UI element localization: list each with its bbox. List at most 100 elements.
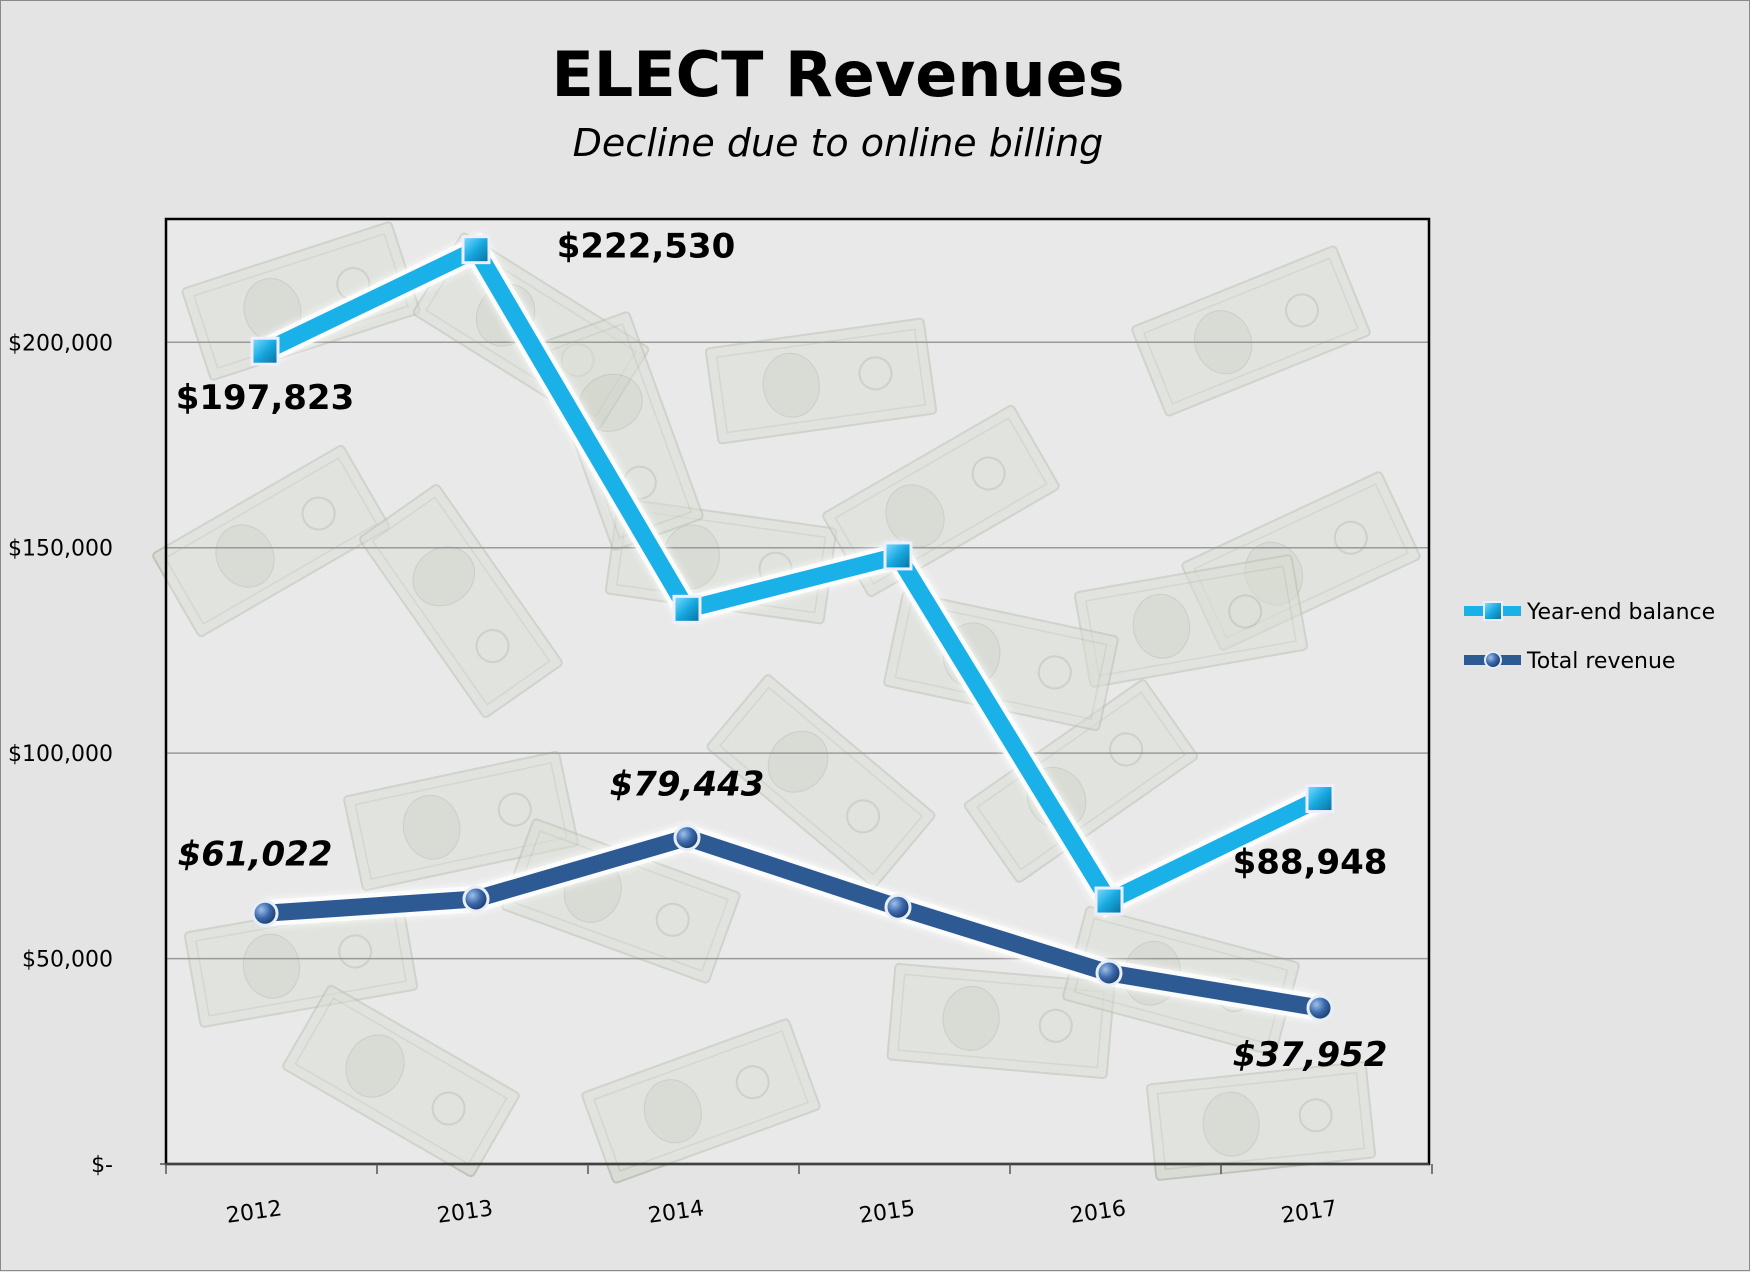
bill-border — [1156, 1071, 1366, 1171]
y-tick-label: $150,000 — [8, 537, 113, 562]
dollar-bill — [181, 221, 421, 381]
dollar-bill — [343, 750, 579, 892]
bill-portrait — [402, 794, 461, 860]
data-point — [462, 885, 490, 913]
bill-portrait — [1202, 1091, 1260, 1157]
bill-seal — [1109, 732, 1144, 767]
dollar-bill — [706, 674, 936, 888]
data-point — [1306, 994, 1334, 1022]
bill-body — [343, 750, 579, 892]
data-point — [461, 235, 491, 265]
x-tick-label: 2013 — [436, 1196, 495, 1229]
bill-body — [538, 311, 704, 551]
bill-border — [354, 762, 568, 880]
dollar-bill — [359, 483, 563, 719]
bill-body — [282, 984, 520, 1178]
data-point — [1305, 784, 1335, 814]
dollar-bill — [886, 962, 1116, 1080]
bill-seal — [735, 1065, 770, 1100]
y-tick-label: $200,000 — [8, 331, 113, 356]
x-tick-label: 2012 — [225, 1196, 284, 1229]
chart-title: ELECT Revenues — [551, 38, 1124, 111]
bill-seal — [655, 902, 690, 937]
series-line — [264, 828, 1322, 1017]
bill-portrait — [942, 985, 1000, 1051]
bill-portrait — [215, 524, 275, 588]
x-tick-label: 2016 — [1069, 1196, 1128, 1229]
data-point — [1095, 959, 1123, 987]
bill-seal — [846, 799, 881, 834]
legend: Year-end balance Total revenue — [1464, 600, 1715, 674]
y-tick-label: $- — [91, 1153, 113, 1178]
bill-seal — [1298, 1098, 1333, 1133]
dollar-bill — [704, 317, 938, 445]
data-label: $222,530 — [557, 227, 736, 267]
bill-fade — [166, 219, 1429, 1164]
bill-body — [963, 679, 1199, 883]
bill-portrait — [242, 933, 301, 999]
bill-seal — [338, 934, 373, 969]
bill-portrait — [762, 352, 820, 418]
gridlines — [166, 341, 1429, 960]
data-point — [250, 336, 280, 366]
legend-marker — [1483, 601, 1503, 621]
y-tick-label: $50,000 — [22, 948, 113, 973]
bill-body — [581, 1018, 821, 1184]
data-point — [251, 899, 279, 927]
bill-seal — [301, 496, 336, 531]
data-point — [673, 824, 701, 852]
x-tick-label: 2017 — [1280, 1196, 1339, 1229]
y-tick-label: $100,000 — [8, 742, 113, 767]
bill-portrait — [345, 1034, 405, 1098]
dollar-bill — [1145, 1061, 1377, 1181]
dollar-bill — [282, 984, 520, 1178]
bill-seal — [431, 1091, 466, 1126]
x-tick-label: 2014 — [647, 1196, 706, 1229]
series-total-revenue — [251, 823, 1334, 1022]
bill-body — [181, 221, 421, 381]
bill-body — [706, 674, 936, 888]
dollar-bill — [1073, 554, 1309, 688]
bill-border — [593, 1030, 809, 1172]
legend-marker — [1484, 651, 1502, 669]
bill-seal — [1037, 655, 1072, 690]
bill-border — [976, 691, 1186, 871]
data-point — [672, 594, 702, 624]
bill-body — [1131, 245, 1371, 417]
series-line — [261, 238, 1324, 913]
data-label: $79,443 — [610, 765, 765, 805]
bill-portrait — [1132, 593, 1191, 659]
bill-border — [294, 997, 508, 1165]
series-year-end-balance — [250, 232, 1335, 918]
bill-portrait — [412, 546, 476, 607]
dollar-bill — [581, 1018, 821, 1184]
bill-body — [704, 317, 938, 445]
bill-body — [886, 962, 1116, 1080]
dollar-bill — [152, 444, 390, 638]
bill-seal — [475, 629, 510, 664]
bill-border — [834, 417, 1048, 585]
series-layer — [250, 232, 1335, 1022]
bill-border — [164, 457, 378, 625]
chart-subtitle: Decline due to online billing — [573, 121, 1104, 165]
data-point — [883, 541, 913, 571]
bill-body — [152, 444, 390, 638]
axes: $- $50,000 $100,000 $150,000 $200,000 2012 201… — [8, 217, 1433, 1229]
bill-seal — [971, 456, 1006, 491]
bill-seal — [497, 792, 532, 827]
data-labels: $197,823 $222,530 $88,948 $61,022 $79,443 $37… — [176, 227, 1388, 1075]
legend-label: Total revenue — [1526, 649, 1675, 674]
dollar-bill — [1131, 245, 1371, 417]
bill-border — [718, 686, 924, 876]
bill-border — [1143, 257, 1359, 405]
bill-seal — [1284, 293, 1319, 328]
bill-body — [359, 483, 563, 719]
data-point — [884, 893, 912, 921]
data-label: $88,948 — [1233, 843, 1388, 883]
bill-border — [897, 973, 1105, 1069]
legend-label: Year-end balance — [1526, 600, 1715, 625]
data-point — [1094, 886, 1124, 916]
bill-portrait — [767, 730, 829, 793]
